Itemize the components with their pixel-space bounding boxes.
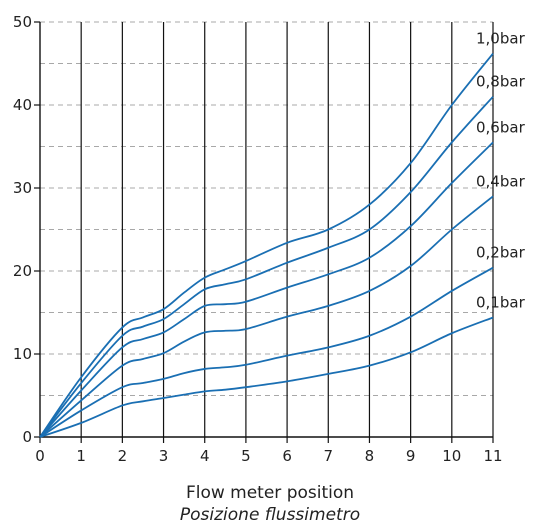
- x-tick-label: 0: [35, 447, 45, 465]
- x-axis-label-secondary: Posizione flussimetro: [180, 505, 360, 524]
- y-tick-label: 30: [13, 179, 32, 197]
- series-label: 0,6bar: [476, 118, 526, 136]
- x-tick-label: 4: [200, 447, 210, 465]
- y-tick-label: 20: [13, 262, 32, 280]
- y-tick-label: 10: [13, 345, 32, 363]
- series-label: 0,8bar: [476, 73, 526, 91]
- x-tick-label: 10: [442, 447, 461, 465]
- series-label: 1,0bar: [476, 30, 526, 48]
- x-tick-label: 1: [76, 447, 86, 465]
- x-tick-label: 8: [365, 447, 375, 465]
- x-tick-label: 9: [406, 447, 416, 465]
- series-label: 0,4bar: [476, 172, 526, 190]
- x-tick-label: 7: [323, 447, 333, 465]
- series-label: 0,2bar: [476, 244, 526, 262]
- tick-labels: 0 10 20 30 40 50 0 1 2 3 4 5 6 7 8 9 10 11: [13, 13, 503, 465]
- x-tick-label: 3: [159, 447, 169, 465]
- series-lines: [39, 52, 494, 438]
- series-labels: 1,0bar 0,8bar 0,6bar 0,4bar 0,2bar 0,1bar: [476, 30, 526, 312]
- x-tick-label: 2: [118, 447, 128, 465]
- series-line: [39, 96, 494, 438]
- series-line: [39, 52, 494, 438]
- y-tick-label: 50: [13, 13, 32, 31]
- x-axis-label: Flow meter position: [186, 483, 354, 503]
- x-tick-label: 5: [241, 447, 251, 465]
- series-line: [39, 316, 494, 438]
- x-tick-label: 6: [282, 447, 292, 465]
- series-line: [39, 195, 494, 438]
- y-tick-label: 40: [13, 96, 32, 114]
- axes: [34, 21, 494, 443]
- x-tick-label: 11: [483, 447, 502, 465]
- series-line: [39, 141, 494, 438]
- grid: [40, 21, 494, 437]
- series-line: [39, 266, 494, 438]
- series-label: 0,1bar: [476, 293, 526, 311]
- y-tick-label: 0: [22, 428, 32, 446]
